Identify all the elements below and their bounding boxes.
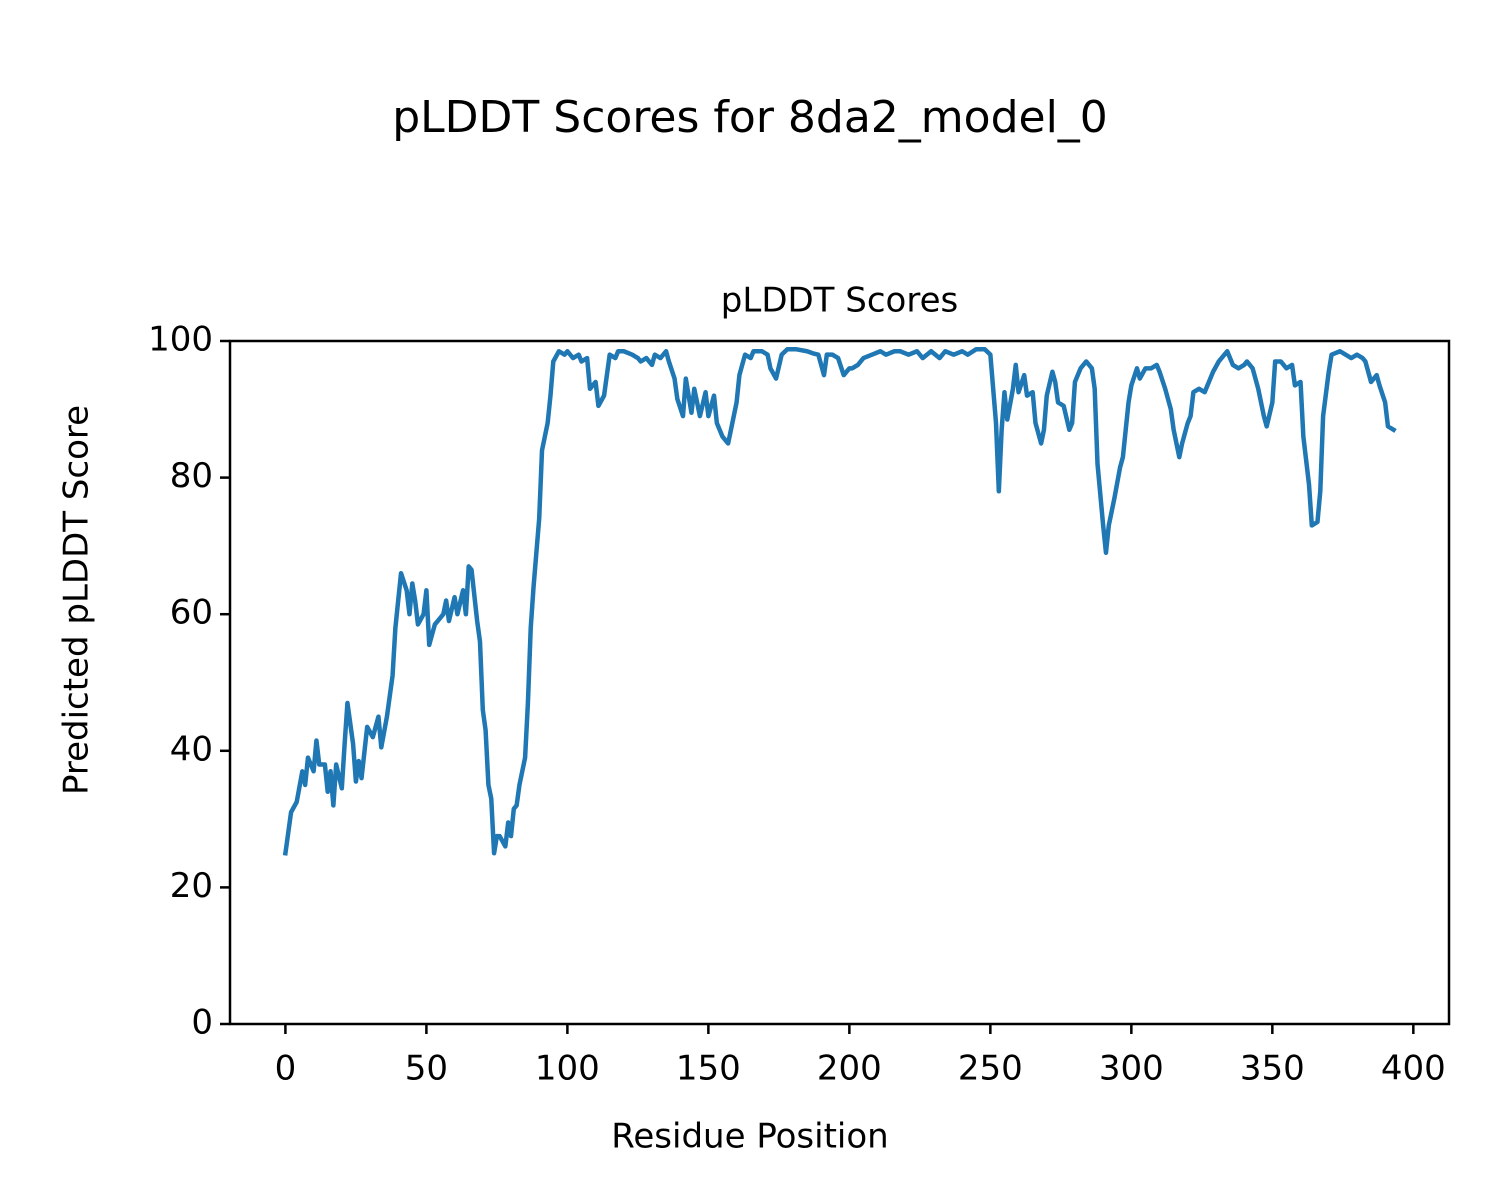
y-tick-label: 80 bbox=[170, 456, 213, 496]
axes-frame bbox=[228, 339, 1451, 1026]
y-tick-label: 60 bbox=[170, 593, 213, 633]
y-tick-label: 40 bbox=[170, 729, 213, 769]
axes-title: pLDDT Scores bbox=[721, 281, 958, 321]
x-tick-label: 0 bbox=[275, 1049, 297, 1089]
data-line bbox=[282, 346, 1397, 856]
x-axis-label: Residue Position bbox=[611, 1117, 888, 1157]
x-tick-label: 200 bbox=[817, 1049, 882, 1089]
y-tick-label: 20 bbox=[170, 866, 213, 906]
chart-title: pLDDT Scores for 8da2_model_0 bbox=[392, 92, 1108, 143]
x-tick-label: 150 bbox=[676, 1049, 741, 1089]
y-axis-label: Predicted pLDDT Score bbox=[57, 405, 97, 795]
x-tick-label: 300 bbox=[1099, 1049, 1164, 1089]
x-tick-label: 400 bbox=[1381, 1049, 1446, 1089]
y-tick-label: 0 bbox=[191, 1003, 213, 1043]
x-tick-label: 50 bbox=[405, 1049, 448, 1089]
x-tick-label: 100 bbox=[535, 1049, 600, 1089]
x-tick-label: 250 bbox=[958, 1049, 1023, 1089]
x-tick-label: 350 bbox=[1240, 1049, 1305, 1089]
y-tick-label: 100 bbox=[148, 320, 213, 360]
plot-area: 0 20 40 60 80 100 0 50 100 150 200 250 300 350 400 bbox=[148, 320, 1446, 1089]
